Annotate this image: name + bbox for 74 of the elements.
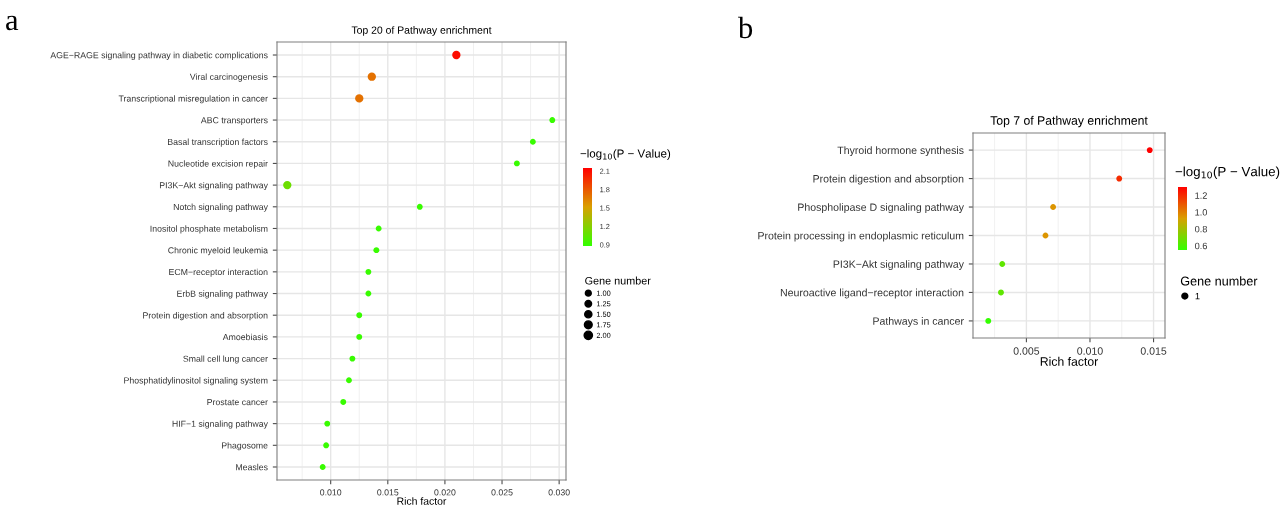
y-tick-label: AGE−RAGE signaling pathway in diabetic complications (50, 51, 268, 60)
text: b (738, 16, 753, 39)
point (319, 464, 326, 470)
y-tick-label: Neuroactive ligand−receptor interaction (780, 288, 964, 299)
y-tick-label: Prostate cancer (207, 399, 268, 406)
y-tick-label: ABC transporters (200, 117, 268, 126)
color-bar-label: 0.6 (1195, 242, 1207, 250)
point (999, 261, 1006, 267)
legend-title: Gene number (1180, 276, 1258, 286)
point (549, 117, 556, 124)
point (356, 333, 363, 340)
point (365, 290, 372, 297)
y-tick-label: HIF−1 signaling pathway (172, 420, 268, 429)
point (355, 94, 364, 103)
x-tick-label: 0.010 (320, 489, 342, 496)
y-tick-label: Thyroid hormone synthesis (837, 146, 964, 157)
point (356, 312, 363, 319)
y-tick-label: Phosphatidylinositol signaling system (124, 377, 268, 386)
y-tick-label: PI3K−Akt signaling pathway (833, 260, 964, 270)
x-tick-label: 0.020 (434, 489, 456, 496)
y-tick-label: Phospholipase D signaling pathway (798, 203, 964, 214)
point (529, 138, 536, 145)
legend-label: 1 (1195, 292, 1200, 300)
y-tick-label: Viral carcinogenesis (189, 73, 268, 82)
legend-title: Gene number (585, 276, 651, 285)
x-axis-title: Rich factor (397, 497, 447, 505)
y-tick-label: Notch signaling pathway (173, 203, 268, 212)
point (1116, 175, 1123, 182)
point (985, 317, 992, 324)
text: a (6, 15, 19, 31)
x-tick-label: 0.030 (548, 489, 570, 496)
x-axis-title: Rich factor (1040, 356, 1099, 366)
x-tick-label: 0.025 (491, 489, 513, 496)
y-tick-label: Transcriptional misregulation in cancer (118, 95, 268, 104)
chart-title: Top 20 of Pathway enrichment (351, 26, 492, 36)
x-tick-label: 0.015 (1140, 347, 1167, 355)
point (346, 377, 352, 384)
point (998, 289, 1004, 296)
y-tick-label: ECM−receptor interaction (169, 268, 268, 277)
point (1042, 232, 1049, 239)
y-tick-label: Protein digestion and absorption (143, 312, 268, 321)
x-tick-label: 0.015 (377, 489, 399, 496)
color-bar-label: 1.2 (1195, 192, 1207, 199)
color-bar-title: −log$_{10}$(P − Value) (1175, 166, 1280, 179)
point (340, 398, 347, 405)
point (416, 203, 423, 210)
point (349, 355, 356, 362)
y-tick-label: Protein digestion and absorption (813, 174, 964, 185)
point (373, 247, 380, 254)
y-tick-label: PI3K−Akt signaling pathway (159, 181, 268, 191)
y-tick-label: Protein processing in endoplasmic reticulum (758, 231, 964, 242)
y-tick-label: Phagosome (222, 442, 268, 451)
y-tick-label: Nucleotide excision repair (168, 160, 268, 169)
point (323, 442, 330, 449)
y-tick-label: Amoebiasis (222, 333, 268, 341)
x-tick-label: 0.005 (1013, 347, 1040, 355)
point (513, 160, 520, 167)
y-tick-label: Chronic myeloid leukemia (168, 246, 268, 256)
y-tick-label: Measles (236, 463, 268, 471)
color-bar-label: 1.0 (1195, 209, 1208, 216)
y-tick-label: Small cell lung cancer (183, 355, 268, 364)
y-tick-label: Basal transcription factors (168, 138, 268, 147)
point (367, 72, 376, 81)
point (1146, 147, 1153, 154)
y-tick-label: Inositol phosphate metabolism (150, 225, 268, 234)
color-bar-title: −log$_{10}$(P − Value) (580, 149, 671, 160)
point (365, 268, 372, 275)
color-bar-label: 0.8 (1195, 225, 1207, 233)
y-tick-label: Pathways in cancer (873, 317, 964, 327)
point (1050, 204, 1057, 210)
chart-title: Top 7 of Pathway enrichment (990, 115, 1148, 128)
y-tick-label: ErbB signaling pathway (177, 290, 268, 299)
x-tick-label: 0.010 (1077, 347, 1103, 355)
point (324, 420, 331, 427)
